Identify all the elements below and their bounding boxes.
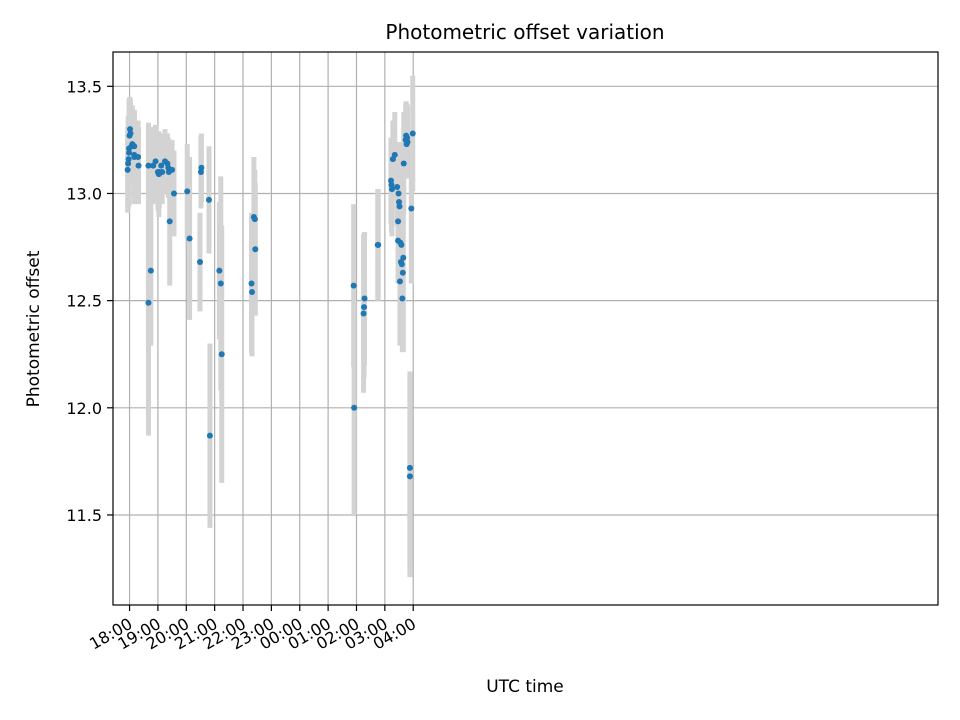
data-point: [248, 280, 255, 287]
data-point: [125, 156, 132, 163]
data-point: [399, 269, 406, 276]
data-point: [400, 254, 407, 261]
data-point: [124, 166, 131, 173]
data-point: [408, 205, 415, 212]
y-tick-label: 12.0: [66, 399, 102, 418]
data-point: [396, 278, 403, 285]
data-point: [147, 267, 154, 274]
data-point: [184, 188, 191, 195]
data-point: [126, 149, 133, 156]
data-point: [248, 289, 255, 296]
data-point: [198, 164, 205, 171]
data-point: [251, 216, 258, 223]
y-tick-label: 13.5: [66, 77, 102, 96]
data-point: [135, 162, 142, 169]
y-tick-label: 11.5: [66, 506, 102, 525]
x-axis-label: UTC time: [486, 677, 564, 697]
data-point: [398, 261, 405, 268]
data-point: [409, 130, 416, 137]
data-point: [218, 351, 225, 358]
data-point: [196, 259, 203, 266]
y-axis-label: Photometric offset: [24, 250, 44, 407]
data-point: [361, 295, 368, 302]
data-point: [131, 143, 138, 150]
data-point: [399, 295, 406, 302]
chart-title: Photometric offset variation: [385, 20, 664, 44]
data-point: [252, 246, 259, 253]
data-point: [205, 196, 212, 203]
data-point: [170, 190, 177, 197]
data-point: [350, 282, 357, 289]
data-point: [394, 184, 401, 191]
data-point: [360, 310, 367, 317]
y-tick-label: 13.0: [66, 184, 102, 203]
grid-lines: [113, 52, 938, 605]
data-point: [391, 151, 398, 158]
error-bars: [125, 75, 416, 578]
data-point: [145, 162, 152, 169]
data-point: [404, 139, 411, 146]
data-point: [396, 203, 403, 210]
data-points: [124, 126, 416, 480]
data-point: [406, 473, 413, 480]
data-point: [395, 190, 402, 197]
data-point: [135, 154, 142, 161]
data-point: [186, 235, 193, 242]
data-point: [406, 464, 413, 471]
y-tick-label: 12.5: [66, 292, 102, 311]
data-point: [217, 280, 224, 287]
data-point: [127, 130, 134, 137]
data-point: [398, 241, 405, 248]
data-point: [400, 160, 407, 167]
data-point: [169, 166, 176, 173]
data-point: [145, 299, 152, 306]
data-point: [351, 404, 358, 411]
data-point: [206, 432, 213, 439]
data-point: [159, 169, 166, 176]
data-point: [158, 162, 165, 169]
data-point: [375, 241, 382, 248]
data-point: [216, 267, 223, 274]
plot-area-frame: [112, 51, 939, 606]
data-point: [388, 186, 395, 193]
data-point: [361, 304, 368, 311]
data-point: [395, 218, 402, 225]
data-point: [152, 158, 159, 165]
data-point: [166, 218, 173, 225]
